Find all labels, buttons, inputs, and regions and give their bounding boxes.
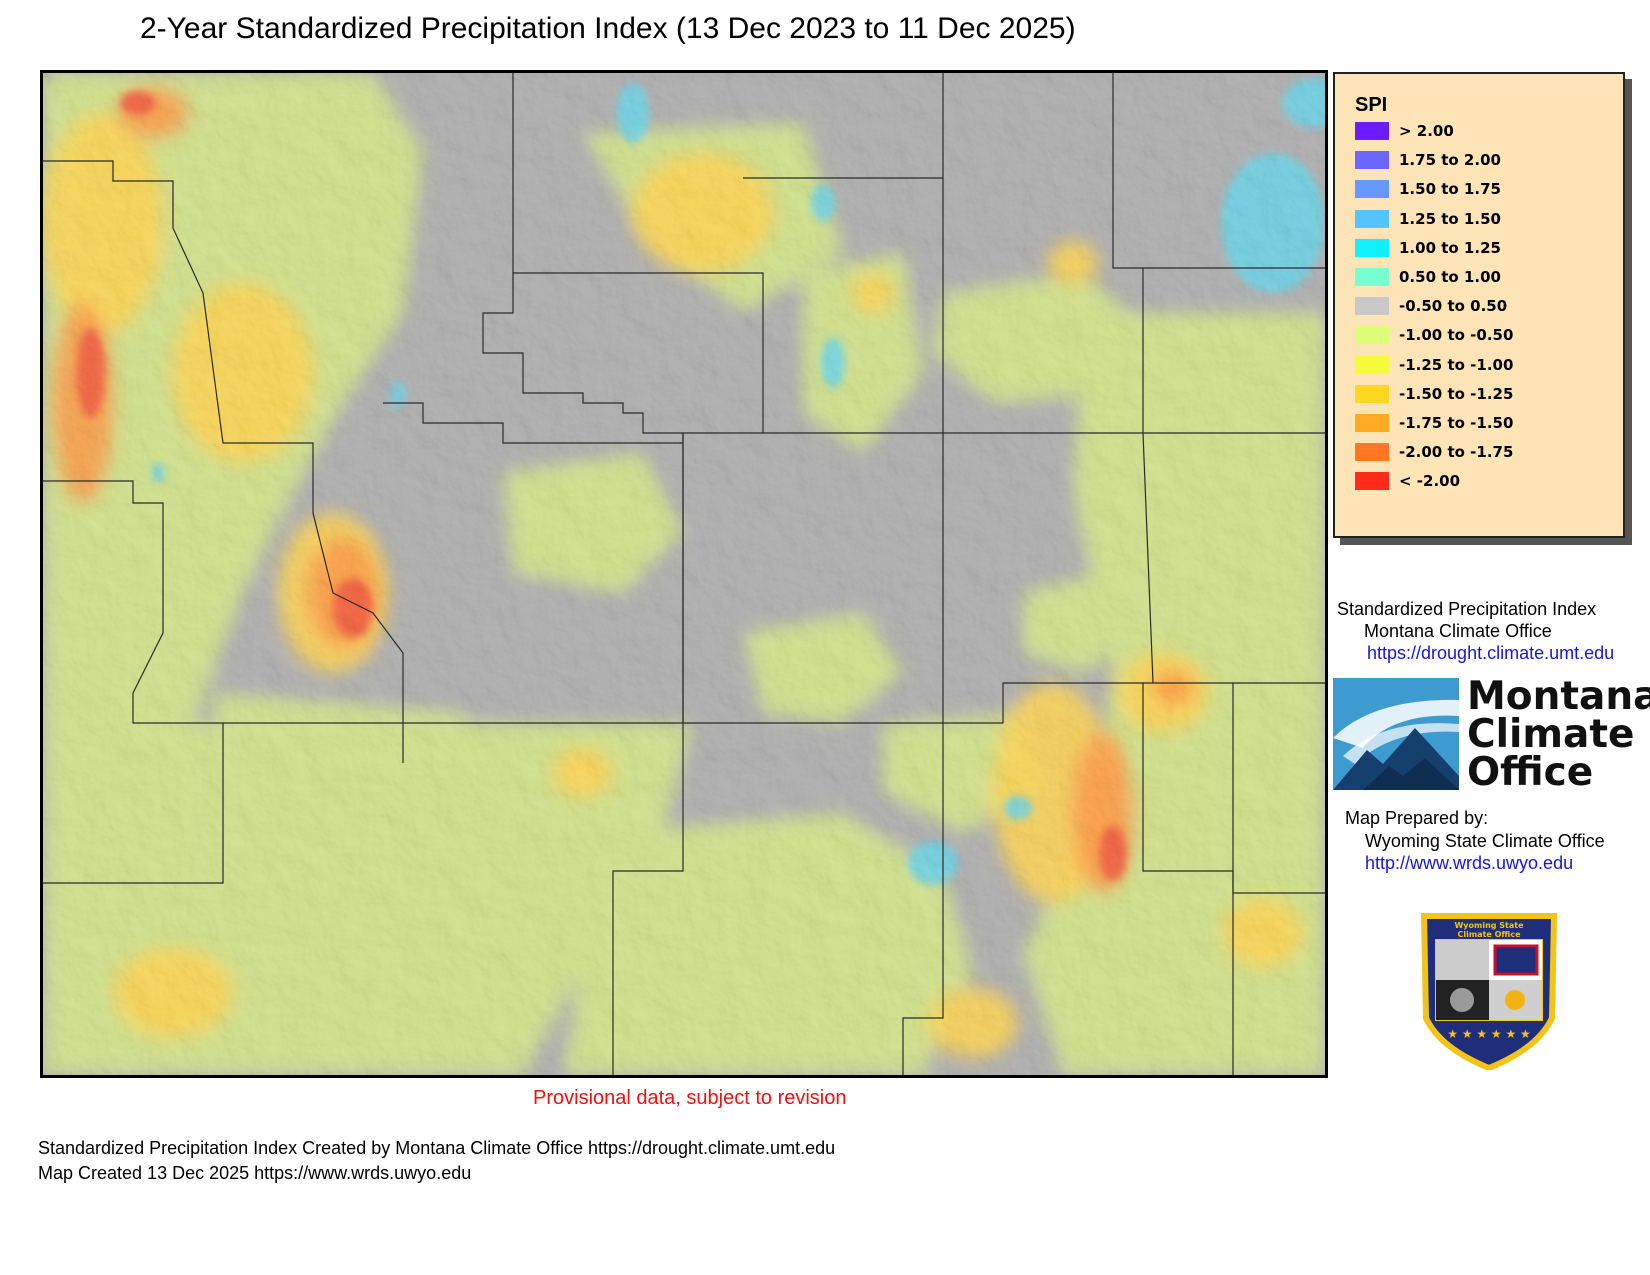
legend-row: -1.25 to -1.00 bbox=[1355, 355, 1514, 374]
mco-credit-line1: Standardized Precipitation Index bbox=[1337, 599, 1597, 619]
county-boundaries bbox=[43, 73, 1325, 1075]
legend-swatch bbox=[1355, 151, 1389, 170]
provisional-notice: Provisional data, subject to revision bbox=[533, 1087, 847, 1109]
legend-swatch bbox=[1355, 355, 1389, 374]
legend-label: -1.75 to -1.50 bbox=[1399, 414, 1514, 432]
seal-stars-icon: ★ ★ ★ ★ ★ ★ bbox=[1447, 1027, 1531, 1041]
legend-title: SPI bbox=[1355, 94, 1388, 116]
legend-row: 1.75 to 2.00 bbox=[1355, 151, 1501, 170]
spi-map bbox=[40, 70, 1328, 1078]
legend-label: -0.50 to 0.50 bbox=[1399, 297, 1508, 316]
legend-swatch bbox=[1355, 238, 1389, 257]
montana-climate-office-logo: Montana Climate Office bbox=[1333, 677, 1650, 792]
legend-swatch bbox=[1355, 414, 1389, 432]
wsco-url-link[interactable]: http://www.wrds.uwyo.edu bbox=[1365, 853, 1574, 873]
legend-swatch bbox=[1355, 384, 1389, 403]
legend-row: -2.00 to -1.75 bbox=[1355, 443, 1514, 462]
legend-swatch bbox=[1355, 326, 1389, 345]
legend-swatch bbox=[1355, 443, 1389, 462]
legend-swatch bbox=[1355, 472, 1389, 491]
mco-url-link[interactable]: https://drought.climate.umt.edu bbox=[1367, 643, 1615, 663]
legend-row: > 2.00 bbox=[1355, 122, 1454, 140]
spi-map-canvas bbox=[43, 73, 1325, 1075]
footer-line2: Map Created 13 Dec 2025 https://www.wrds… bbox=[38, 1163, 472, 1183]
legend-row: -1.75 to -1.50 bbox=[1355, 414, 1513, 432]
legend-swatch bbox=[1355, 297, 1389, 316]
mco-wordmark: Montana Climate Office bbox=[1467, 674, 1650, 795]
legend-label: 1.00 to 1.25 bbox=[1399, 238, 1501, 257]
legend-row: 1.00 to 1.25 bbox=[1355, 238, 1501, 257]
legend-label: -1.50 to -1.25 bbox=[1399, 384, 1514, 403]
spi-legend: SPI > 2.00 1.75 to 2.00 1.50 to 1.75 1.25 t… bbox=[1333, 72, 1625, 538]
seal-text-line2: Climate Office bbox=[1457, 930, 1521, 939]
legend-row: -1.50 to -1.25 bbox=[1355, 384, 1514, 403]
legend-label: -1.00 to -0.50 bbox=[1399, 326, 1514, 345]
mco-wordmark-line3: Office bbox=[1467, 750, 1594, 795]
mco-credit-line2: Montana Climate Office bbox=[1364, 621, 1552, 641]
legend-row: -0.50 to 0.50 bbox=[1355, 297, 1508, 316]
map-title: 2-Year Standardized Precipitation Index … bbox=[140, 12, 1076, 45]
legend-label: 1.25 to 1.50 bbox=[1399, 209, 1501, 228]
legend-swatch bbox=[1355, 180, 1389, 199]
footer-line1: Standardized Precipitation Index Created… bbox=[38, 1138, 836, 1158]
footer: Standardized Precipitation Index Created… bbox=[38, 1136, 835, 1186]
legend-row: -1.00 to -0.50 bbox=[1355, 326, 1514, 345]
legend-swatch bbox=[1355, 122, 1389, 140]
legend-label: 1.75 to 2.00 bbox=[1399, 151, 1501, 170]
mco-mountain-icon bbox=[1333, 678, 1459, 790]
legend-label: 0.50 to 1.00 bbox=[1399, 268, 1501, 286]
legend-label: > 2.00 bbox=[1399, 122, 1454, 140]
wyoming-state-climate-office-seal: Wyoming State Climate Office ★ ★ ★ ★ ★ ★ bbox=[1420, 913, 1558, 1070]
seal-text-line1: Wyoming State bbox=[1454, 921, 1524, 930]
legend-label: < -2.00 bbox=[1399, 472, 1461, 491]
legend-row: 1.50 to 1.75 bbox=[1355, 180, 1501, 199]
mco-wordmark-line2: Climate bbox=[1467, 712, 1635, 757]
legend-swatch bbox=[1355, 268, 1389, 286]
legend-swatch bbox=[1355, 209, 1389, 228]
prepared-by-label: Map Prepared by: bbox=[1345, 808, 1489, 828]
legend-row: 0.50 to 1.00 bbox=[1355, 268, 1501, 286]
mco-wordmark-line1: Montana bbox=[1467, 674, 1650, 719]
legend-label: -2.00 to -1.75 bbox=[1399, 443, 1514, 462]
legend-label: -1.25 to -1.00 bbox=[1399, 355, 1514, 374]
wsco-name: Wyoming State Climate Office bbox=[1365, 831, 1605, 851]
legend-row: 1.25 to 1.50 bbox=[1355, 209, 1501, 228]
legend-row: < -2.00 bbox=[1355, 472, 1461, 491]
legend-label: 1.50 to 1.75 bbox=[1399, 180, 1501, 199]
hillshade-relief bbox=[43, 73, 1325, 1075]
